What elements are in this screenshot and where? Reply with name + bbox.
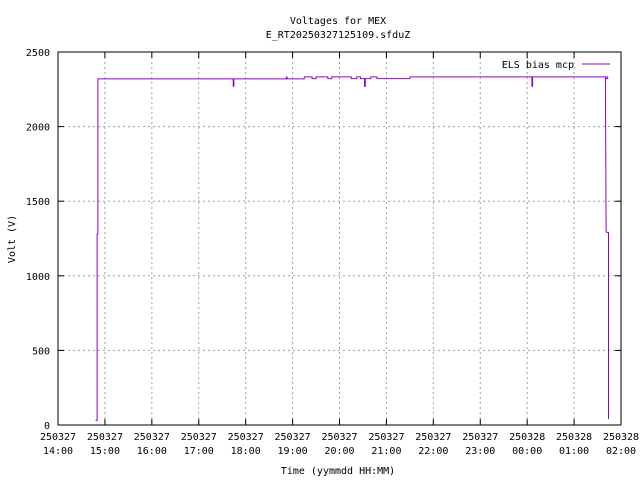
x-tick-label-time: 17:00: [184, 446, 214, 457]
x-tick-label-date: 250327: [87, 432, 123, 443]
x-tick-label-date: 250327: [228, 432, 264, 443]
x-tick-label-date: 250328: [556, 432, 592, 443]
y-tick-label: 0: [44, 421, 50, 432]
x-tick-label-time: 02:00: [606, 446, 636, 457]
x-tick-label-time: 20:00: [324, 446, 354, 457]
x-tick-label-date: 250327: [321, 432, 357, 443]
x-tick-label-time: 18:00: [231, 446, 261, 457]
x-tick-label-date: 250327: [415, 432, 451, 443]
x-tick-label-time: 15:00: [90, 446, 120, 457]
x-tick-label-time: 01:00: [559, 446, 589, 457]
x-tick-label-date: 250327: [275, 432, 311, 443]
y-tick-label: 500: [32, 346, 50, 357]
series-line-els-bias-mcp: [95, 76, 609, 421]
x-axis: 250327 14:00 250327 15:00 250327 16:00 250327 1…: [40, 52, 639, 457]
x-axis-label: Time (yymmdd HH:MM): [281, 466, 395, 477]
x-tick-label-date: 250328: [603, 432, 639, 443]
y-tick-label: 1000: [26, 272, 50, 283]
x-tick-label-time: 23:00: [465, 446, 495, 457]
chart-subtitle: E_RT20250327125109.sfduZ: [266, 30, 411, 41]
x-tick-label-date: 250327: [134, 432, 170, 443]
y-axis: 0 500 1000 1500 2000 2500: [26, 48, 621, 432]
legend: ELS bias mcp: [502, 60, 610, 71]
x-tick-label-time: 21:00: [371, 446, 401, 457]
y-tick-label: 2500: [26, 48, 50, 59]
x-tick-label-time: 19:00: [278, 446, 308, 457]
x-tick-label-date: 250327: [462, 432, 498, 443]
legend-label: ELS bias mcp: [502, 60, 574, 71]
y-tick-label: 2000: [26, 123, 50, 134]
y-tick-label: 1500: [26, 197, 50, 208]
chart-title: Voltages for MEX: [290, 16, 386, 27]
x-tick-label-date: 250327: [40, 432, 76, 443]
x-tick-label-time: 16:00: [137, 446, 167, 457]
grid-lines: [58, 52, 621, 425]
x-tick-label-time: 14:00: [43, 446, 73, 457]
y-axis-label: Volt (V): [7, 215, 18, 263]
x-tick-label-time: 22:00: [418, 446, 448, 457]
x-tick-label-date: 250328: [509, 432, 545, 443]
x-tick-label-date: 250327: [368, 432, 404, 443]
x-tick-label-date: 250327: [181, 432, 217, 443]
x-tick-label-time: 00:00: [512, 446, 542, 457]
